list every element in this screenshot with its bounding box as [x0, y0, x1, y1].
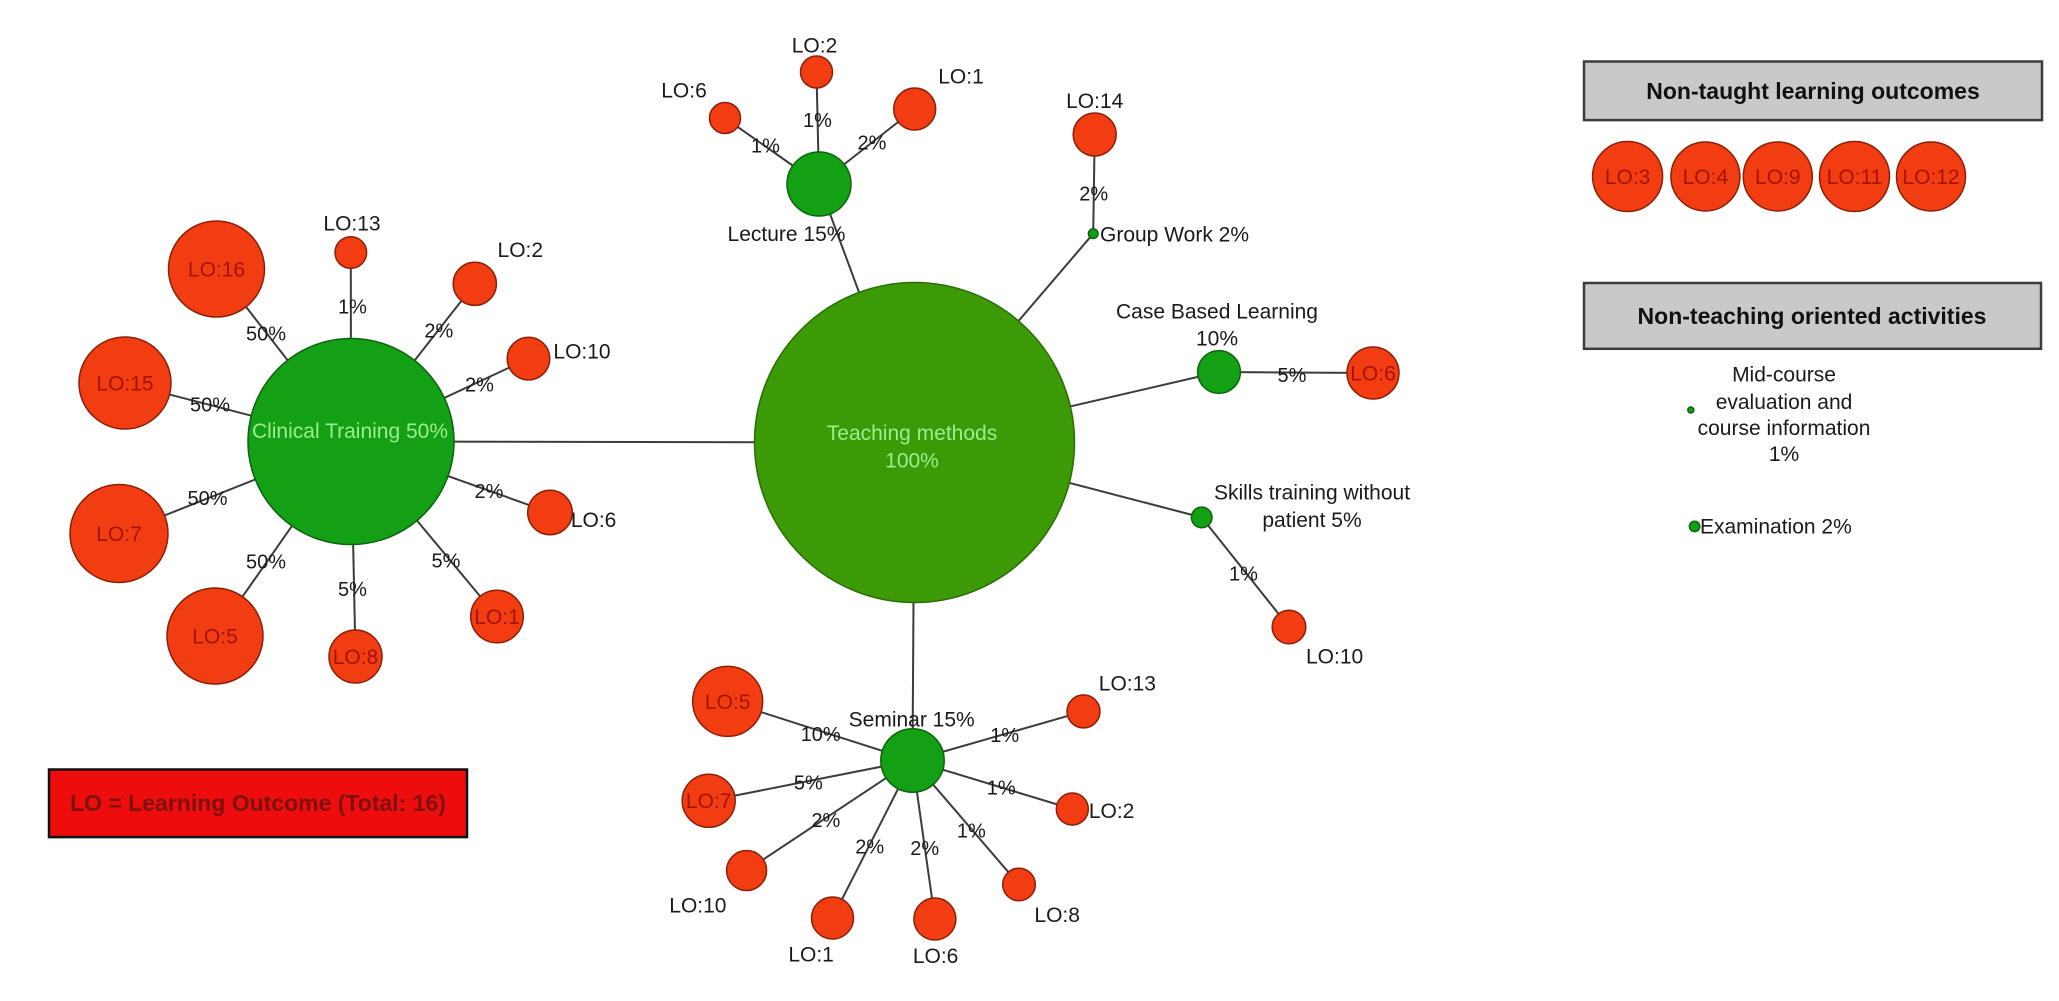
- svg-text:1%: 1%: [990, 725, 1019, 747]
- svg-text:2%: 2%: [1079, 184, 1108, 206]
- svg-text:5%: 5%: [338, 579, 367, 601]
- svg-text:patient 5%: patient 5%: [1262, 509, 1361, 532]
- svg-text:50%: 50%: [246, 324, 286, 346]
- svg-text:Teaching methods: Teaching methods: [827, 422, 997, 445]
- svg-text:LO:14: LO:14: [1066, 90, 1124, 113]
- svg-text:LO:10: LO:10: [669, 895, 726, 918]
- svg-text:Group Work 2%: Group Work 2%: [1100, 223, 1249, 246]
- svg-text:100%: 100%: [885, 450, 939, 473]
- svg-text:LO:4: LO:4: [1683, 166, 1729, 189]
- svg-text:LO:3: LO:3: [1605, 166, 1651, 189]
- svg-text:evaluation and: evaluation and: [1716, 391, 1853, 414]
- svg-text:1%: 1%: [803, 110, 832, 132]
- svg-text:LO:8: LO:8: [1034, 904, 1080, 927]
- svg-text:Non-teaching oriented activiti: Non-teaching oriented activities: [1638, 303, 1987, 329]
- svg-text:2%: 2%: [465, 375, 494, 397]
- svg-text:LO:9: LO:9: [1755, 166, 1801, 189]
- svg-text:LO:11: LO:11: [1827, 166, 1883, 189]
- svg-text:Lecture 15%: Lecture 15%: [728, 223, 846, 246]
- svg-text:LO:13: LO:13: [1099, 673, 1156, 696]
- svg-text:1%: 1%: [1769, 443, 1799, 466]
- svg-text:Clinical Training 50%: Clinical Training 50%: [252, 420, 448, 443]
- svg-text:LO:2: LO:2: [792, 34, 838, 57]
- svg-text:Mid-course: Mid-course: [1732, 363, 1836, 386]
- svg-text:5%: 5%: [432, 551, 461, 573]
- svg-text:10%: 10%: [1196, 328, 1238, 351]
- svg-text:50%: 50%: [190, 395, 230, 417]
- svg-text:10%: 10%: [801, 724, 841, 746]
- svg-text:LO:10: LO:10: [553, 340, 610, 363]
- svg-text:LO:12: LO:12: [1902, 166, 1959, 189]
- svg-text:1%: 1%: [1229, 564, 1258, 586]
- svg-text:LO:6: LO:6: [571, 509, 617, 532]
- svg-text:2%: 2%: [855, 836, 884, 858]
- svg-text:Examination 2%: Examination 2%: [1700, 516, 1852, 539]
- svg-text:LO:6: LO:6: [661, 79, 707, 102]
- svg-text:LO:10: LO:10: [1306, 645, 1363, 668]
- svg-text:LO:5: LO:5: [192, 625, 238, 648]
- svg-text:LO:7: LO:7: [686, 790, 732, 813]
- svg-text:1%: 1%: [987, 777, 1016, 799]
- svg-text:Skills training without: Skills training without: [1214, 481, 1410, 504]
- svg-text:LO:5: LO:5: [705, 691, 751, 714]
- svg-text:Non-taught learning outcomes: Non-taught learning outcomes: [1646, 78, 1980, 104]
- svg-text:LO:2: LO:2: [1089, 800, 1135, 823]
- svg-text:Case Based Learning: Case Based Learning: [1116, 301, 1318, 324]
- svg-text:LO:6: LO:6: [1350, 362, 1396, 385]
- svg-text:LO:1: LO:1: [938, 65, 984, 88]
- svg-text:1%: 1%: [957, 821, 986, 843]
- svg-text:5%: 5%: [794, 773, 823, 795]
- svg-text:2%: 2%: [475, 481, 504, 503]
- svg-text:5%: 5%: [1278, 365, 1307, 387]
- svg-text:50%: 50%: [187, 488, 227, 510]
- svg-text:1%: 1%: [751, 136, 780, 158]
- svg-text:LO = Learning Outcome (Total:: LO = Learning Outcome (Total: 16): [70, 790, 446, 816]
- svg-text:LO:7: LO:7: [96, 523, 142, 546]
- svg-text:LO:1: LO:1: [788, 944, 834, 967]
- svg-text:LO:1: LO:1: [474, 606, 520, 629]
- svg-text:LO:8: LO:8: [333, 646, 379, 669]
- svg-text:2%: 2%: [910, 838, 939, 860]
- svg-text:course information: course information: [1698, 417, 1871, 440]
- svg-text:LO:16: LO:16: [188, 258, 245, 281]
- svg-text:LO:2: LO:2: [498, 239, 544, 262]
- svg-text:Seminar 15%: Seminar 15%: [849, 708, 975, 731]
- svg-text:LO:13: LO:13: [323, 212, 380, 235]
- svg-text:2%: 2%: [811, 810, 840, 832]
- svg-text:LO:6: LO:6: [913, 945, 959, 968]
- svg-text:2%: 2%: [858, 133, 887, 155]
- svg-text:50%: 50%: [246, 552, 286, 574]
- svg-text:1%: 1%: [338, 296, 367, 318]
- svg-text:2%: 2%: [424, 320, 453, 342]
- svg-text:LO:15: LO:15: [96, 372, 153, 395]
